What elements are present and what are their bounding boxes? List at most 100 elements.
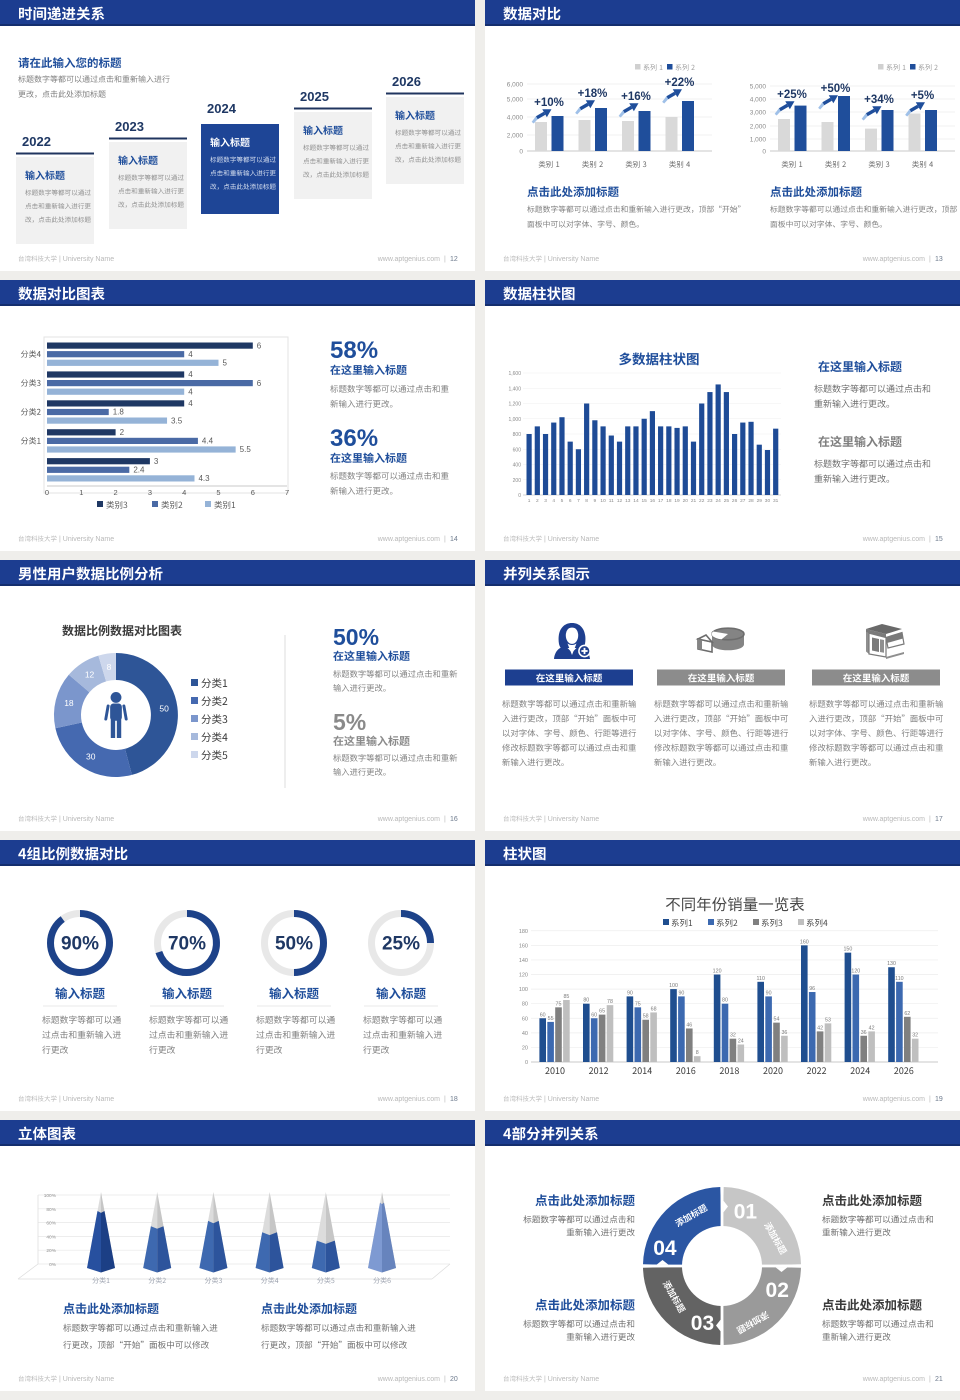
svg-text:6,000: 6,000	[507, 82, 524, 89]
svg-text:800: 800	[513, 432, 522, 438]
svg-text:75: 75	[635, 1001, 641, 1007]
svg-text:90: 90	[766, 990, 772, 996]
svg-text:|: |	[444, 816, 446, 823]
svg-text:|: |	[929, 536, 931, 543]
svg-text:1,400: 1,400	[508, 386, 521, 392]
svg-text:7: 7	[285, 488, 289, 497]
svg-text:65: 65	[599, 1009, 605, 1015]
svg-text:78: 78	[607, 999, 613, 1005]
svg-text:18: 18	[450, 1096, 458, 1103]
svg-text:13: 13	[935, 256, 943, 263]
svg-text:www.aptgenius.com: www.aptgenius.com	[377, 816, 440, 823]
svg-text:20: 20	[683, 498, 689, 504]
svg-text:90: 90	[678, 990, 684, 996]
svg-text:80%: 80%	[46, 1207, 56, 1213]
svg-text:+10%: +10%	[534, 97, 564, 109]
svg-text:55: 55	[548, 1016, 554, 1022]
svg-text:75: 75	[556, 1001, 562, 1007]
svg-text:32: 32	[912, 1033, 918, 1039]
svg-text:17: 17	[658, 498, 664, 504]
svg-text:+22%: +22%	[665, 77, 695, 89]
svg-text:|: |	[444, 536, 446, 543]
svg-text:18: 18	[64, 698, 74, 708]
svg-text:|: |	[929, 1096, 931, 1103]
svg-text:17: 17	[935, 816, 943, 823]
svg-text:160: 160	[519, 943, 528, 949]
svg-text:8: 8	[696, 1050, 699, 1056]
svg-text:+5%: +5%	[911, 90, 934, 102]
svg-text:21: 21	[691, 498, 697, 504]
svg-text:60: 60	[591, 1012, 597, 1018]
svg-text:6: 6	[257, 341, 262, 350]
svg-text:15: 15	[935, 536, 943, 543]
svg-text:www.aptgenius.com: www.aptgenius.com	[377, 536, 440, 543]
svg-text:10: 10	[600, 498, 606, 504]
svg-text:+50%: +50%	[821, 83, 851, 95]
svg-text:| University Name: | University Name	[544, 256, 599, 263]
svg-text:|: |	[444, 1376, 446, 1383]
svg-text:12: 12	[85, 669, 95, 679]
svg-text:|: |	[929, 1376, 931, 1383]
svg-text:3: 3	[154, 457, 159, 466]
svg-text:2025: 2025	[300, 89, 329, 104]
svg-text:4: 4	[552, 498, 555, 504]
svg-text:36: 36	[781, 1030, 787, 1036]
svg-text:+18%: +18%	[578, 88, 608, 100]
svg-text:2: 2	[114, 488, 118, 497]
svg-text:| University Name: | University Name	[59, 536, 114, 543]
svg-text:4.4: 4.4	[202, 437, 214, 446]
svg-text:110: 110	[756, 976, 764, 982]
svg-text:6: 6	[569, 498, 572, 504]
svg-text:30: 30	[765, 498, 771, 504]
svg-text:9: 9	[594, 498, 597, 504]
svg-text:90: 90	[627, 990, 633, 996]
svg-text:www.aptgenius.com: www.aptgenius.com	[862, 1096, 925, 1103]
svg-text:4,000: 4,000	[507, 115, 524, 122]
svg-text:40%: 40%	[46, 1234, 56, 1240]
svg-text:8: 8	[585, 498, 588, 504]
svg-text:15: 15	[642, 498, 648, 504]
svg-text:3.5: 3.5	[171, 416, 183, 425]
svg-text:40: 40	[522, 1031, 528, 1037]
svg-text:8: 8	[107, 662, 112, 672]
svg-text:3: 3	[148, 488, 152, 497]
svg-text:2026: 2026	[392, 74, 421, 89]
svg-text:16: 16	[450, 816, 458, 823]
svg-text:| University Name: | University Name	[544, 1376, 599, 1383]
svg-text:25%: 25%	[382, 934, 420, 955]
svg-text:www.aptgenius.com: www.aptgenius.com	[862, 1376, 925, 1383]
svg-text:01: 01	[734, 1200, 758, 1223]
svg-text:14: 14	[633, 498, 639, 504]
svg-text:03: 03	[691, 1312, 714, 1335]
svg-text:30: 30	[86, 751, 96, 761]
svg-text:| University Name: | University Name	[59, 1376, 114, 1383]
svg-text:19: 19	[674, 498, 680, 504]
svg-text:1,600: 1,600	[508, 371, 521, 377]
svg-text:23: 23	[707, 498, 713, 504]
svg-text:120: 120	[713, 969, 722, 975]
svg-text:130: 130	[887, 961, 896, 967]
svg-text:20: 20	[522, 1045, 528, 1051]
svg-text:60%: 60%	[46, 1221, 56, 1227]
svg-text:36%: 36%	[330, 425, 378, 452]
svg-text:4: 4	[188, 370, 193, 379]
svg-text:5%: 5%	[333, 709, 366, 735]
svg-text:36: 36	[861, 1030, 867, 1036]
svg-text:| University Name: | University Name	[59, 256, 114, 263]
svg-text:100: 100	[519, 987, 528, 993]
svg-text:27: 27	[740, 498, 746, 504]
svg-text:5: 5	[216, 488, 220, 497]
svg-text:31: 31	[773, 498, 779, 504]
svg-text:4: 4	[188, 399, 193, 408]
svg-text:80: 80	[522, 1002, 528, 1008]
svg-text:150: 150	[843, 947, 852, 953]
svg-text:18: 18	[666, 498, 672, 504]
svg-text:1: 1	[79, 488, 83, 497]
svg-text:400: 400	[513, 463, 522, 469]
svg-text:2: 2	[536, 498, 539, 504]
svg-text:| University Name: | University Name	[59, 1096, 114, 1103]
svg-text:www.aptgenius.com: www.aptgenius.com	[862, 536, 925, 543]
svg-text:|: |	[444, 256, 446, 263]
svg-text:1,000: 1,000	[750, 137, 767, 144]
svg-text:www.aptgenius.com: www.aptgenius.com	[377, 1376, 440, 1383]
